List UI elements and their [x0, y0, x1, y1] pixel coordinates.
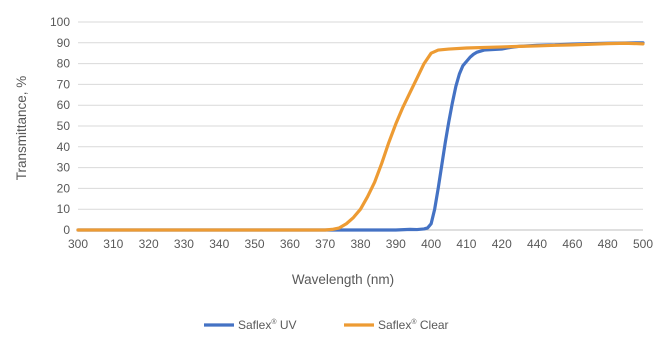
x-tick-label: 300: [68, 237, 88, 251]
y-tick-label: 70: [57, 77, 71, 91]
legend: Saflex® UV Saflex® Clear: [204, 318, 449, 332]
x-axis-title: Wavelength (nm): [292, 272, 394, 287]
y-tick-label: 20: [57, 181, 71, 195]
x-tick-labels: 300 310 320 330 340 350 360 370 380 390 400 410 420 4…: [68, 237, 653, 251]
x-tick-label: 390: [386, 237, 406, 251]
y-tick-label: 40: [57, 140, 71, 154]
y-tick-label: 30: [57, 161, 71, 175]
x-tick-label: 440: [527, 237, 547, 251]
x-tick-label: 320: [139, 237, 159, 251]
x-tick-label: 330: [174, 237, 194, 251]
legend-label: Saflex® UV: [238, 318, 297, 332]
x-tick-label: 500: [633, 237, 653, 251]
x-tick-label: 370: [315, 237, 335, 251]
y-tick-label: 0: [63, 223, 70, 237]
y-tick-label: 80: [57, 57, 71, 71]
y-axis-title: Transmittance, %: [14, 76, 29, 181]
x-tick-label: 350: [245, 237, 265, 251]
x-tick-label: 460: [562, 237, 582, 251]
x-tick-label: 310: [103, 237, 123, 251]
x-tick-label: 380: [350, 237, 370, 251]
x-tick-label: 400: [421, 237, 441, 251]
y-tick-label: 50: [57, 119, 71, 133]
legend-item-saflex-uv: Saflex® UV: [204, 318, 297, 332]
gridlines: [78, 21, 643, 210]
y-tick-label: 100: [50, 15, 70, 29]
y-tick-label: 10: [57, 202, 71, 216]
y-tick-labels: 0 10 20 30 40 50 60 70 80 90 100: [50, 15, 70, 237]
y-tick-label: 60: [57, 98, 71, 112]
x-tick-label: 340: [209, 237, 229, 251]
series-line-saflex-uv: [76, 41, 645, 232]
y-tick-label: 90: [57, 36, 71, 50]
x-tick-label: 420: [492, 237, 512, 251]
legend-item-saflex-clear: Saflex® Clear: [344, 318, 449, 332]
x-tick-label: 480: [598, 237, 618, 251]
legend-label: Saflex® Clear: [378, 318, 449, 332]
series-lines: [76, 41, 645, 232]
x-tick-label: 410: [456, 237, 476, 251]
x-tick-label: 360: [280, 237, 300, 251]
series-line-saflex-clear: [76, 41, 645, 232]
